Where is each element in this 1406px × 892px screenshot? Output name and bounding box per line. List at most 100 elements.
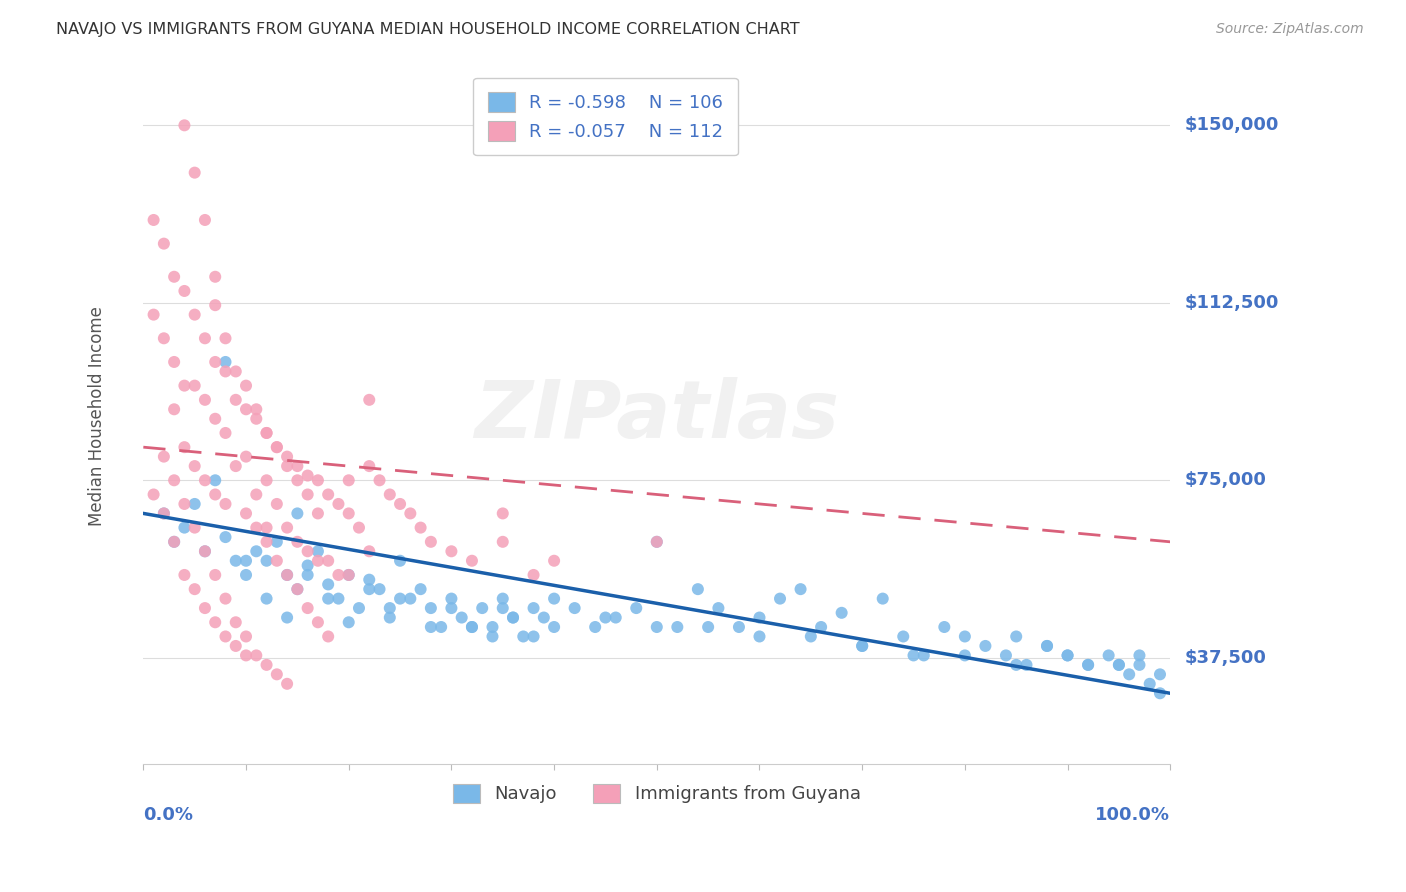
Point	[235, 554, 257, 568]
Point	[461, 554, 484, 568]
Point	[1149, 667, 1171, 681]
Point	[173, 118, 195, 132]
Point	[245, 411, 267, 425]
Point	[389, 497, 412, 511]
Point	[1005, 630, 1028, 644]
Point	[256, 657, 278, 672]
Point	[430, 620, 453, 634]
Point	[502, 610, 524, 624]
Point	[225, 364, 247, 378]
Point	[645, 620, 668, 634]
Point	[1108, 657, 1130, 672]
Point	[605, 610, 627, 624]
Point	[583, 620, 606, 634]
Point	[235, 630, 257, 644]
Point	[297, 601, 319, 615]
Point	[800, 630, 823, 644]
Point	[481, 620, 503, 634]
Point	[347, 521, 370, 535]
Point	[194, 473, 217, 487]
Point	[543, 591, 565, 606]
Point	[399, 591, 422, 606]
Point	[256, 473, 278, 487]
Point	[276, 568, 298, 582]
Point	[204, 411, 226, 425]
Point	[328, 568, 350, 582]
Point	[183, 166, 205, 180]
Point	[307, 507, 329, 521]
Text: NAVAJO VS IMMIGRANTS FROM GUYANA MEDIAN HOUSEHOLD INCOME CORRELATION CHART: NAVAJO VS IMMIGRANTS FROM GUYANA MEDIAN …	[56, 22, 800, 37]
Point	[307, 554, 329, 568]
Point	[163, 355, 186, 369]
Point	[564, 601, 586, 615]
Text: $150,000: $150,000	[1184, 116, 1278, 135]
Point	[1036, 639, 1059, 653]
Point	[245, 402, 267, 417]
Point	[769, 591, 792, 606]
Point	[287, 582, 309, 596]
Point	[471, 601, 494, 615]
Point	[266, 667, 288, 681]
Point	[287, 534, 309, 549]
Point	[389, 554, 412, 568]
Text: $112,500: $112,500	[1184, 293, 1278, 312]
Point	[1098, 648, 1121, 663]
Point	[225, 554, 247, 568]
Point	[1056, 648, 1078, 663]
Point	[337, 568, 360, 582]
Point	[256, 425, 278, 440]
Point	[831, 606, 853, 620]
Point	[183, 521, 205, 535]
Point	[153, 331, 176, 345]
Point	[214, 530, 236, 544]
Point	[194, 392, 217, 407]
Point	[666, 620, 689, 634]
Point	[481, 630, 503, 644]
Point	[440, 591, 463, 606]
Legend: Navajo, Immigrants from Guyana: Navajo, Immigrants from Guyana	[439, 769, 875, 818]
Point	[1036, 639, 1059, 653]
Point	[297, 558, 319, 573]
Point	[934, 620, 956, 634]
Point	[163, 402, 186, 417]
Point	[235, 568, 257, 582]
Point	[492, 601, 515, 615]
Point	[461, 620, 484, 634]
Point	[492, 591, 515, 606]
Point	[173, 568, 195, 582]
Point	[204, 615, 226, 630]
Point	[872, 591, 894, 606]
Point	[297, 544, 319, 558]
Point	[409, 582, 432, 596]
Text: 100.0%: 100.0%	[1095, 806, 1170, 824]
Point	[204, 298, 226, 312]
Point	[440, 544, 463, 558]
Point	[173, 284, 195, 298]
Point	[194, 544, 217, 558]
Point	[1108, 657, 1130, 672]
Point	[748, 610, 770, 624]
Point	[419, 534, 441, 549]
Point	[522, 630, 544, 644]
Text: $37,500: $37,500	[1184, 648, 1265, 667]
Point	[1128, 657, 1150, 672]
Point	[316, 554, 339, 568]
Point	[1139, 677, 1161, 691]
Point	[142, 213, 165, 227]
Point	[337, 615, 360, 630]
Point	[276, 521, 298, 535]
Point	[502, 610, 524, 624]
Point	[225, 459, 247, 474]
Point	[307, 615, 329, 630]
Point	[1128, 648, 1150, 663]
Point	[173, 378, 195, 392]
Point	[399, 507, 422, 521]
Point	[194, 213, 217, 227]
Point	[1118, 667, 1140, 681]
Point	[163, 269, 186, 284]
Point	[748, 630, 770, 644]
Point	[235, 507, 257, 521]
Point	[810, 620, 832, 634]
Point	[728, 620, 751, 634]
Point	[1015, 657, 1038, 672]
